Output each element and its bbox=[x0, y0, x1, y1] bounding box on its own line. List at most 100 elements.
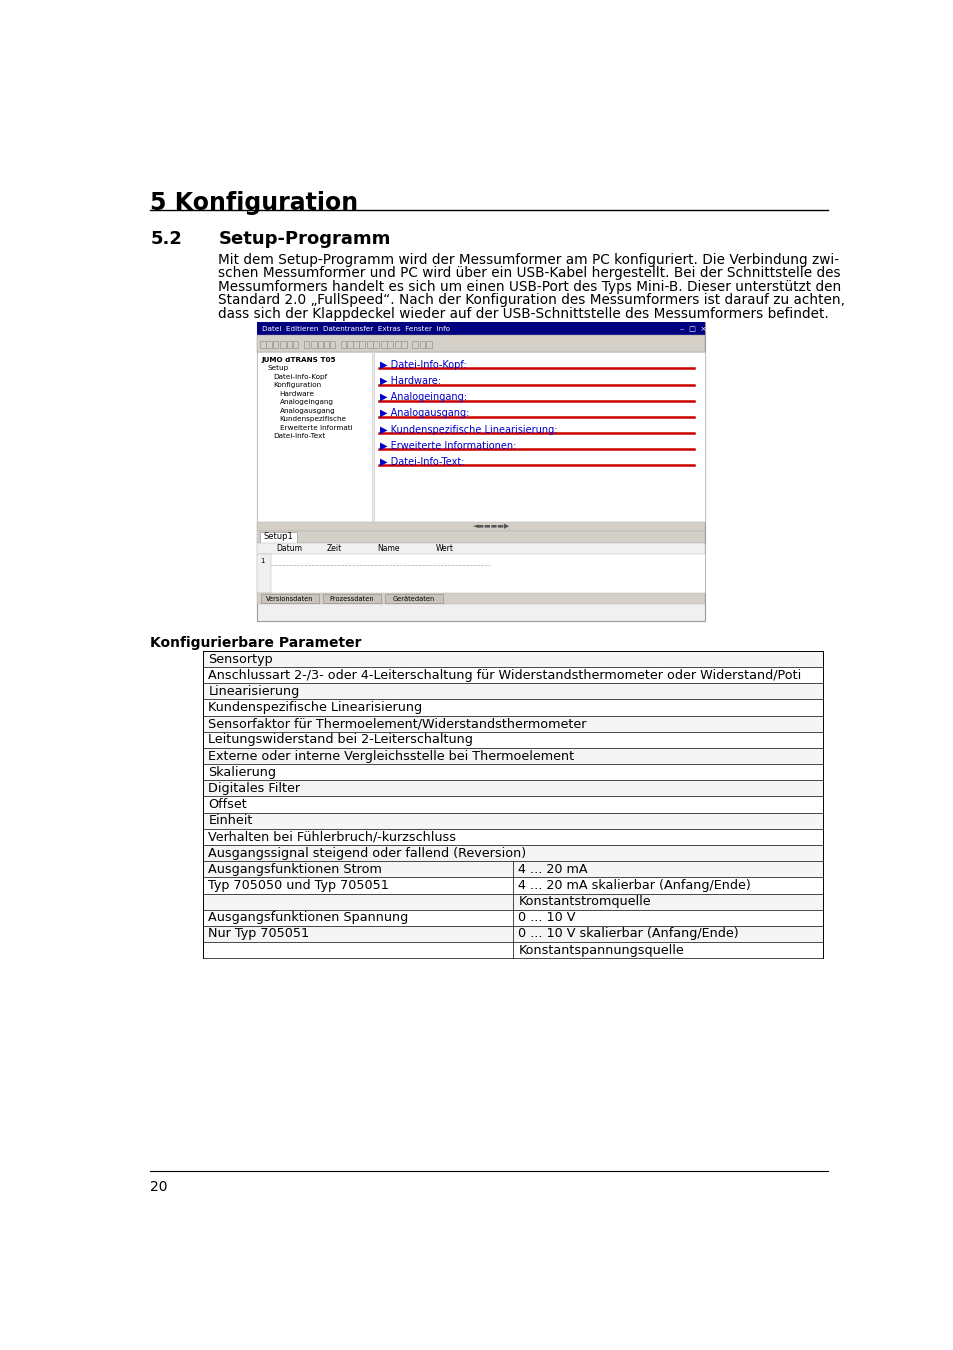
Bar bbox=[330, 340, 335, 347]
Bar bbox=[323, 594, 381, 603]
Text: Name: Name bbox=[377, 544, 399, 554]
Bar bbox=[266, 340, 272, 347]
Bar bbox=[203, 699, 822, 716]
Bar bbox=[257, 543, 704, 554]
Text: Gerätedaten: Gerätedaten bbox=[393, 595, 435, 602]
Text: 0 ... 10 V skalierbar (Anfang/Ende): 0 ... 10 V skalierbar (Anfang/Ende) bbox=[517, 927, 739, 941]
Bar bbox=[426, 340, 431, 347]
Bar bbox=[203, 748, 822, 764]
Text: Konfigurierbare Parameter: Konfigurierbare Parameter bbox=[150, 636, 361, 649]
Text: Linearisierung: Linearisierung bbox=[208, 684, 299, 698]
Text: ▶ Kundenspezifische Linearisierung:: ▶ Kundenspezifische Linearisierung: bbox=[380, 424, 558, 435]
Bar bbox=[257, 531, 704, 543]
Text: 4 ... 20 mA skalierbar (Anfang/Ende): 4 ... 20 mA skalierbar (Anfang/Ende) bbox=[517, 879, 750, 892]
Text: schen Messumformer und PC wird über ein USB-Kabel hergestellt. Bei der Schnittst: schen Messumformer und PC wird über ein … bbox=[218, 266, 841, 281]
Text: ‒  □  ×: ‒ □ × bbox=[679, 325, 706, 332]
Text: dass sich der Klappdeckel wieder auf der USB-Schnittstelle des Messumformers bef: dass sich der Klappdeckel wieder auf der… bbox=[218, 306, 828, 321]
Bar bbox=[374, 352, 704, 521]
Bar bbox=[203, 926, 513, 942]
Bar bbox=[280, 340, 286, 347]
Text: Datei  Editieren  Datentransfer  Extras  Fenster  Info: Datei Editieren Datentransfer Extras Fen… bbox=[261, 325, 450, 332]
Text: Datum: Datum bbox=[276, 544, 302, 554]
Text: 5 Konfiguration: 5 Konfiguration bbox=[150, 192, 358, 215]
Bar bbox=[203, 829, 822, 845]
Text: Prozessdaten: Prozessdaten bbox=[329, 595, 374, 602]
Bar bbox=[311, 340, 316, 347]
Bar bbox=[293, 340, 298, 347]
Bar bbox=[373, 340, 378, 347]
Bar bbox=[257, 335, 704, 352]
Bar bbox=[513, 878, 822, 894]
Text: Anschlussart 2-/3- oder 4-Leiterschaltung für Widerstandsthermometer oder Widers: Anschlussart 2-/3- oder 4-Leiterschaltun… bbox=[208, 668, 801, 682]
Bar bbox=[203, 683, 822, 699]
Text: ▶ Datei-Info-Text:: ▶ Datei-Info-Text: bbox=[380, 456, 464, 467]
Bar bbox=[513, 942, 822, 958]
Text: Kundenspezifische: Kundenspezifische bbox=[279, 416, 346, 423]
Bar bbox=[261, 594, 319, 603]
Text: Datei-Info-Text: Datei-Info-Text bbox=[274, 433, 325, 439]
Text: Zeit: Zeit bbox=[327, 544, 342, 554]
Text: 1: 1 bbox=[260, 558, 265, 564]
Text: Hardware: Hardware bbox=[279, 390, 314, 397]
Bar bbox=[259, 532, 296, 543]
Bar bbox=[203, 716, 822, 732]
Text: ▶ Datei-Info-Kopf:: ▶ Datei-Info-Kopf: bbox=[380, 360, 467, 370]
Text: ▶ Erweiterte Informationen:: ▶ Erweiterte Informationen: bbox=[380, 440, 517, 451]
Bar bbox=[317, 340, 323, 347]
Bar bbox=[203, 813, 822, 829]
Text: Wert: Wert bbox=[435, 544, 453, 554]
Text: ▶ Hardware:: ▶ Hardware: bbox=[380, 377, 441, 386]
Bar bbox=[419, 340, 425, 347]
Text: Kundenspezifische Linearisierung: Kundenspezifische Linearisierung bbox=[208, 701, 422, 714]
Bar bbox=[257, 543, 704, 593]
Bar bbox=[401, 340, 406, 347]
Bar bbox=[367, 340, 373, 347]
Text: Einheit: Einheit bbox=[208, 814, 253, 828]
Text: Verhalten bei Fühlerbruch/-kurzschluss: Verhalten bei Fühlerbruch/-kurzschluss bbox=[208, 830, 456, 844]
Text: 20: 20 bbox=[150, 1180, 168, 1193]
Bar bbox=[513, 926, 822, 942]
Bar bbox=[257, 323, 704, 621]
Text: Analogausgang: Analogausgang bbox=[279, 408, 335, 413]
Text: Leitungswiderstand bei 2-Leiterschaltung: Leitungswiderstand bei 2-Leiterschaltung bbox=[208, 733, 473, 747]
Text: Setup: Setup bbox=[267, 366, 288, 371]
Text: Typ 705050 und Typ 705051: Typ 705050 und Typ 705051 bbox=[208, 879, 389, 892]
Text: Setup1: Setup1 bbox=[263, 532, 293, 541]
Text: 0 ... 10 V: 0 ... 10 V bbox=[517, 911, 576, 925]
Bar bbox=[260, 340, 266, 347]
Text: Analogeingang: Analogeingang bbox=[279, 400, 334, 405]
Bar bbox=[257, 554, 271, 593]
Text: Standard 2.0 „FullSpeed“. Nach der Konfiguration des Messumformers ist darauf zu: Standard 2.0 „FullSpeed“. Nach der Konfi… bbox=[218, 293, 844, 308]
Bar bbox=[340, 340, 346, 347]
Text: ▶ Analogeingang:: ▶ Analogeingang: bbox=[380, 393, 467, 402]
Text: Konfiguration: Konfiguration bbox=[274, 382, 321, 389]
Bar bbox=[203, 780, 822, 796]
Bar bbox=[387, 340, 393, 347]
Text: Sensortyp: Sensortyp bbox=[208, 652, 273, 666]
Text: 5.2: 5.2 bbox=[150, 230, 182, 248]
Bar bbox=[513, 861, 822, 878]
Bar bbox=[395, 340, 400, 347]
Text: Digitales Filter: Digitales Filter bbox=[208, 782, 300, 795]
Text: Skalierung: Skalierung bbox=[208, 765, 276, 779]
Text: Sensorfaktor für Thermoelement/Widerstandsthermometer: Sensorfaktor für Thermoelement/Widerstan… bbox=[208, 717, 586, 730]
Bar bbox=[381, 340, 386, 347]
Bar bbox=[286, 340, 292, 347]
Text: Offset: Offset bbox=[208, 798, 247, 811]
Text: Ausgangsfunktionen Spannung: Ausgangsfunktionen Spannung bbox=[208, 911, 408, 925]
Bar bbox=[203, 861, 513, 878]
Text: Messumformers handelt es sich um einen USB-Port des Typs Mini-B. Dieser unterstü: Messumformers handelt es sich um einen U… bbox=[218, 279, 841, 294]
Text: Konstantspannungsquelle: Konstantspannungsquelle bbox=[517, 944, 683, 957]
Bar bbox=[203, 878, 513, 894]
Text: Versionsdaten: Versionsdaten bbox=[266, 595, 314, 602]
Bar bbox=[412, 340, 417, 347]
Text: Externe oder interne Vergleichsstelle bei Thermoelement: Externe oder interne Vergleichsstelle be… bbox=[208, 749, 574, 763]
Bar bbox=[203, 651, 822, 667]
Bar bbox=[203, 764, 822, 780]
Bar bbox=[203, 910, 513, 926]
Text: Mit dem Setup-Programm wird der Messumformer am PC konfiguriert. Die Verbindung : Mit dem Setup-Programm wird der Messumfo… bbox=[218, 252, 839, 267]
Bar bbox=[203, 845, 822, 861]
Bar bbox=[257, 352, 372, 521]
Bar bbox=[513, 910, 822, 926]
Text: Erweiterte Informati: Erweiterte Informati bbox=[279, 424, 352, 431]
